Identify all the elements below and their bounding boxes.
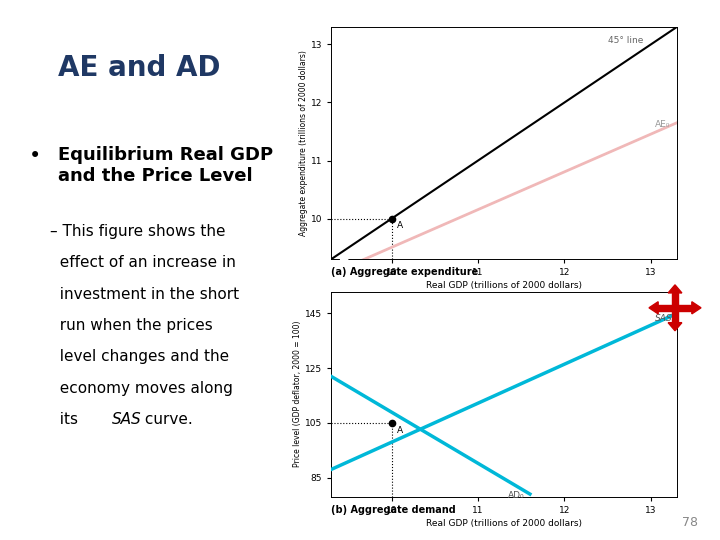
Text: investment in the short: investment in the short (50, 287, 240, 302)
Text: SAS: SAS (655, 314, 672, 323)
Text: AD₀: AD₀ (508, 491, 525, 501)
Polygon shape (692, 302, 701, 314)
Bar (675, 305, 692, 311)
Text: AE₀: AE₀ (655, 120, 670, 129)
Text: (a) Aggregate expenditure: (a) Aggregate expenditure (331, 267, 479, 278)
Polygon shape (668, 322, 682, 330)
Text: Equilibrium Real GDP
and the Price Level: Equilibrium Real GDP and the Price Level (58, 146, 273, 185)
X-axis label: Real GDP (trillions of 2000 dollars): Real GDP (trillions of 2000 dollars) (426, 519, 582, 528)
Text: effect of an increase in: effect of an increase in (50, 255, 236, 271)
Y-axis label: Aggregate expenditure (trillions of 2000 dollars): Aggregate expenditure (trillions of 2000… (299, 50, 308, 236)
Bar (672, 293, 678, 308)
Text: SAS: SAS (112, 412, 141, 427)
X-axis label: Real GDP (trillions of 2000 dollars): Real GDP (trillions of 2000 dollars) (426, 281, 582, 291)
Text: (b) Aggregate demand: (b) Aggregate demand (331, 505, 456, 515)
Text: •: • (29, 146, 41, 166)
Text: 78: 78 (683, 516, 698, 529)
Text: curve.: curve. (140, 412, 193, 427)
Bar (672, 305, 678, 311)
Text: AE and AD: AE and AD (58, 54, 220, 82)
Y-axis label: Price level (GDP deflator, 2000 = 100): Price level (GDP deflator, 2000 = 100) (293, 321, 302, 468)
Bar (672, 308, 678, 322)
Text: A: A (397, 426, 403, 435)
Text: economy moves along: economy moves along (50, 381, 233, 396)
Text: A: A (397, 221, 403, 231)
Polygon shape (668, 285, 682, 293)
Text: level changes and the: level changes and the (50, 349, 230, 364)
Text: run when the prices: run when the prices (50, 318, 213, 333)
Bar (658, 305, 675, 311)
Text: – This figure shows the: – This figure shows the (50, 224, 226, 239)
Polygon shape (649, 302, 658, 314)
Text: its: its (50, 412, 84, 427)
Text: 45° line: 45° line (608, 36, 643, 45)
